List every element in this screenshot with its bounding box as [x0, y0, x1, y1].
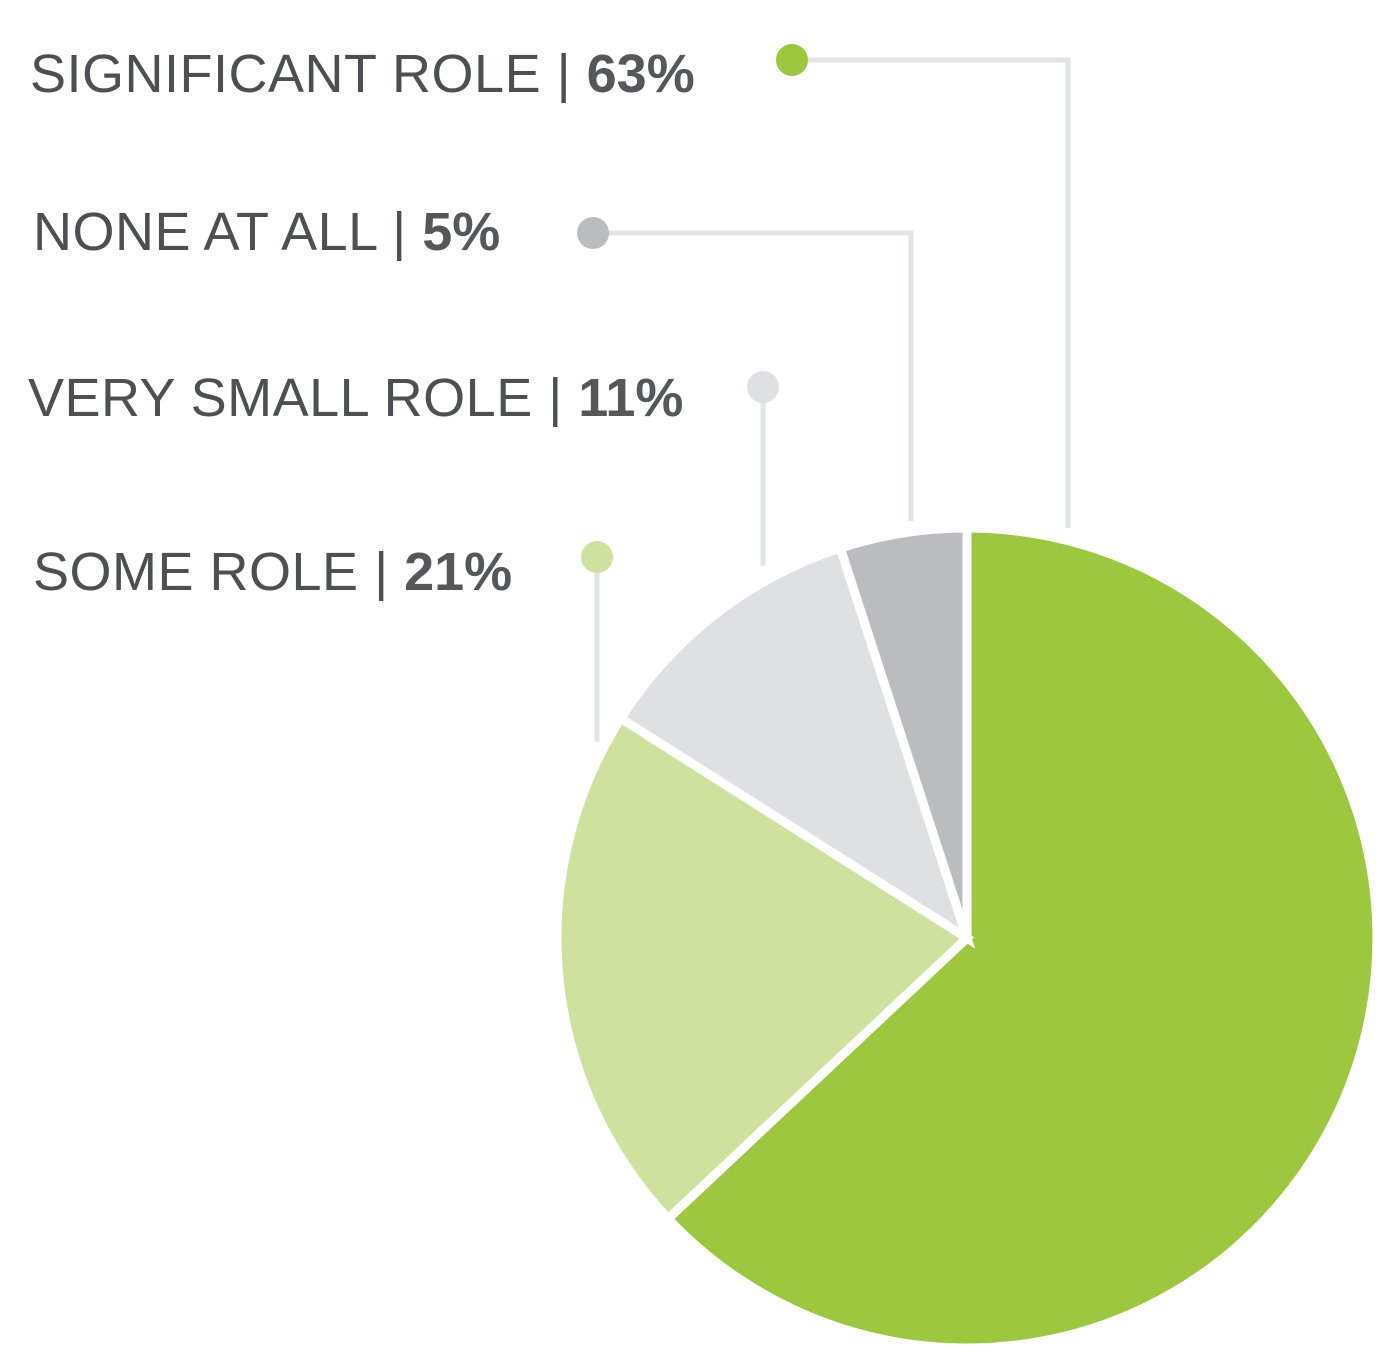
slice-label-none-at-all: NONE AT ALL | 5%: [33, 202, 500, 262]
slice-category-label: VERY SMALL ROLE |: [28, 368, 578, 428]
slice-category-label: SOME ROLE |: [33, 542, 404, 602]
leader-lines: [593, 57, 1071, 742]
legend-dot-significant-role: [776, 44, 808, 76]
slice-label-very-small-role: VERY SMALL ROLE | 11%: [28, 368, 683, 428]
slice-category-label: NONE AT ALL |: [33, 202, 422, 262]
pie-slice-none-at-all: [834, 523, 972, 940]
slice-value-label: 21%: [404, 542, 512, 602]
slice-value-label: 63%: [587, 44, 695, 104]
pie-slices: [552, 523, 1382, 1353]
pie-slice-very-small-role: [614, 542, 976, 949]
slice-value-label: 11%: [578, 368, 683, 428]
legend-dot-very-small-role: [747, 371, 779, 403]
legend-dot-none-at-all: [577, 217, 609, 249]
leader-line-none-at-all: [593, 230, 914, 521]
pie-slice-some-role: [552, 712, 975, 1226]
legend-dot-some-role: [581, 541, 613, 573]
slice-label-significant-role: SIGNIFICANT ROLE | 63%: [30, 44, 695, 104]
slice-value-label: 5%: [422, 202, 500, 262]
leader-line-significant-role: [792, 57, 1071, 528]
slice-category-label: SIGNIFICANT ROLE |: [30, 44, 587, 104]
slice-labels: SIGNIFICANT ROLE | 63% SOME ROLE | 21% VER…: [28, 44, 808, 602]
slice-label-some-role: SOME ROLE | 21%: [33, 542, 512, 602]
pie-slice-significant-role: [661, 523, 1382, 1353]
